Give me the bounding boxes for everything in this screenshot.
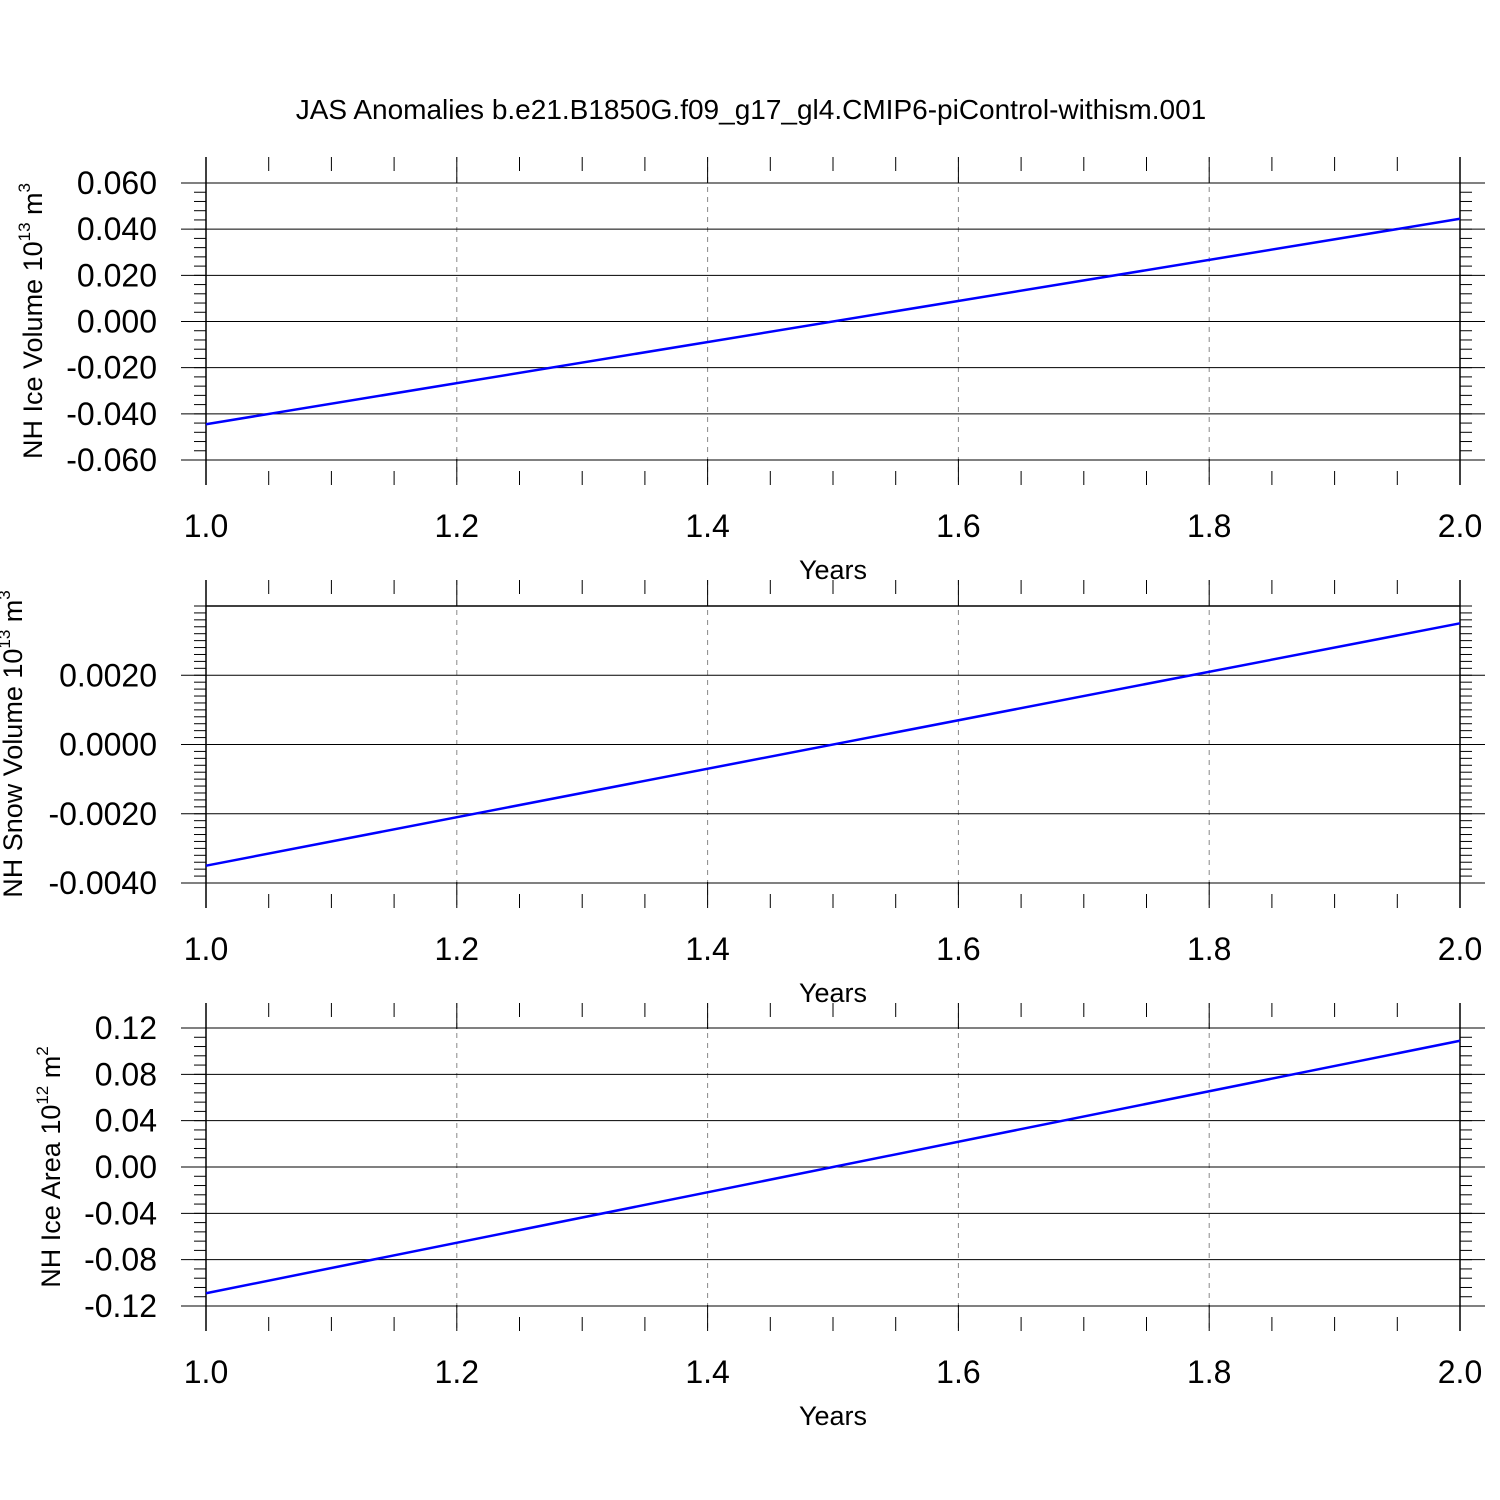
y-axis-label-exponent: 13 xyxy=(0,630,14,649)
x-tick-label: 1.0 xyxy=(184,931,228,967)
x-tick-label: 1.8 xyxy=(1187,931,1231,967)
y-tick-label: 0.08 xyxy=(95,1056,157,1092)
y-axis-label-exponent: 13 xyxy=(15,222,34,241)
y-axis-label-text: NH Snow Volume 10 xyxy=(0,649,28,898)
x-tick-label: 1.8 xyxy=(1187,508,1231,544)
y-tick-label: -0.020 xyxy=(66,350,157,386)
series-line-ice-volume xyxy=(205,217,1461,426)
x-tick-label: 1.4 xyxy=(685,931,729,967)
y-tick-label: 0.04 xyxy=(95,1103,157,1139)
y-axis-label-unit: m xyxy=(36,1056,66,1086)
y-tick-label: -0.060 xyxy=(66,442,157,478)
series-line-ice-area xyxy=(205,1039,1461,1295)
panel-ice-volume: 0.060 0.040 0.020 0.000 -0.020 -0.040 -0.060 1.… xyxy=(15,157,1485,585)
y-tick-label: -0.0040 xyxy=(48,865,157,901)
figure-title: JAS Anomalies b.e21.B1850G.f09_g17_gl4.C… xyxy=(296,94,1207,125)
y-tick-label: -0.0020 xyxy=(48,796,157,832)
y-axis-label: NH Snow Volume 1013 m3 xyxy=(0,590,28,898)
y-axis-label: NH Ice Area 1012 m2 xyxy=(33,1046,66,1287)
x-tick-label: 1.6 xyxy=(936,1354,980,1390)
x-tick-label: 1.0 xyxy=(184,1354,228,1390)
series-line-snow-volume xyxy=(205,622,1461,867)
y-tick-label: -0.08 xyxy=(84,1242,157,1278)
y-tick-label: 0.020 xyxy=(77,257,157,293)
y-axis-label-unit: m xyxy=(18,192,48,222)
x-tick-label: 2.0 xyxy=(1438,931,1482,967)
y-tick-label: 0.00 xyxy=(95,1149,157,1185)
y-tick-label: 0.12 xyxy=(95,1010,157,1046)
y-tick-label: 0.060 xyxy=(77,165,157,201)
panel-snow-volume: 0.0020 0.0000 -0.0020 -0.0040 1.0 1.2 1.4 1.6 1.… xyxy=(0,580,1485,1008)
y-tick-label: -0.12 xyxy=(84,1288,157,1324)
x-tick-label: 1.2 xyxy=(435,1354,479,1390)
y-tick-label: 0.0000 xyxy=(59,727,157,763)
y-tick-label: 0.040 xyxy=(77,211,157,247)
x-axis-label: Years xyxy=(799,1401,867,1431)
x-tick-label: 1.0 xyxy=(184,508,228,544)
x-tick-label: 2.0 xyxy=(1438,1354,1482,1390)
panel-ice-area: 0.12 0.08 0.04 0.00 -0.04 -0.08 -0.12 1.0 1.2 1.4… xyxy=(33,1003,1485,1431)
y-axis-label-exponent: 12 xyxy=(33,1086,52,1105)
y-axis-label-unit-exponent: 2 xyxy=(33,1046,52,1055)
x-tick-label: 1.6 xyxy=(936,508,980,544)
x-tick-label: 1.2 xyxy=(435,931,479,967)
y-axis-label-unit-exponent: 3 xyxy=(15,183,34,192)
y-axis-label-unit: m xyxy=(0,600,28,630)
y-axis-label-text: NH Ice Volume 10 xyxy=(18,241,48,459)
x-tick-label: 1.4 xyxy=(685,508,729,544)
y-tick-label: 0.0020 xyxy=(59,657,157,693)
x-tick-label: 1.6 xyxy=(936,931,980,967)
x-tick-label: 1.4 xyxy=(685,1354,729,1390)
y-axis-label-unit-exponent: 3 xyxy=(0,590,14,599)
y-axis-label: NH Ice Volume 1013 m3 xyxy=(15,183,48,459)
x-tick-label: 2.0 xyxy=(1438,508,1482,544)
y-tick-label: -0.04 xyxy=(84,1195,157,1231)
y-tick-label: -0.040 xyxy=(66,396,157,432)
x-tick-label: 1.8 xyxy=(1187,1354,1231,1390)
y-axis-label-text: NH Ice Area 10 xyxy=(36,1105,66,1288)
y-tick-label: 0.000 xyxy=(77,304,157,340)
x-tick-label: 1.2 xyxy=(435,508,479,544)
